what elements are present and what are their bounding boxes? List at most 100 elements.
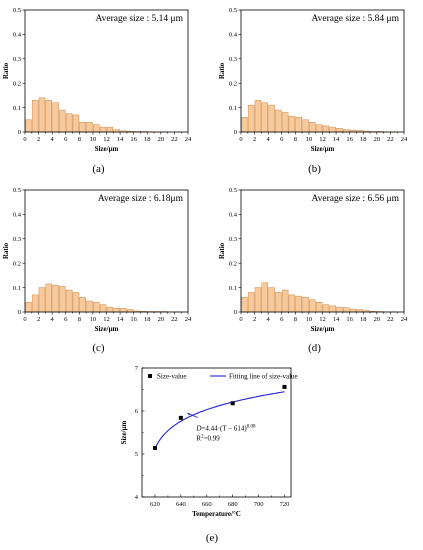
histogram-bar bbox=[329, 305, 336, 313]
y-tick-label: 6 bbox=[135, 408, 139, 415]
panel-label: (b) bbox=[308, 163, 321, 175]
average-size-annotation: Average size : 6.56 μm bbox=[312, 194, 400, 204]
y-tick-label: 4 bbox=[135, 494, 139, 501]
x-tick-label: 8 bbox=[294, 136, 297, 143]
y-tick-label: 7 bbox=[135, 365, 139, 372]
histogram-bar bbox=[241, 117, 248, 133]
histogram-bar bbox=[59, 109, 66, 133]
x-tick-label: 16 bbox=[130, 316, 137, 323]
histogram-bar bbox=[254, 100, 262, 133]
y-tick-label: 0.3 bbox=[13, 236, 21, 243]
x-axis-label: Size/μm bbox=[95, 325, 119, 333]
x-tick-label: 4 bbox=[267, 316, 271, 323]
y-tick-label: 0.5 bbox=[229, 187, 237, 194]
scatter-panel-e: 620 640 660 680 700 720 4 5 6 7 Size-value Fitting … bbox=[120, 365, 298, 544]
average-size-annotation: Average size : 6.18μm bbox=[98, 194, 184, 204]
y-axis-label: Ratio bbox=[218, 62, 226, 79]
x-tick-label: 660 bbox=[202, 501, 212, 508]
histogram-bar bbox=[281, 289, 289, 313]
histogram-bar bbox=[65, 113, 73, 133]
x-axis-label: Size/μm bbox=[95, 145, 119, 153]
histogram-bar bbox=[99, 126, 107, 133]
y-tick-label: 0.4 bbox=[229, 32, 238, 39]
x-tick-label: 14 bbox=[333, 136, 340, 143]
x-tick-label: 14 bbox=[333, 316, 340, 323]
data-point bbox=[178, 415, 183, 420]
x-tick-label: 24 bbox=[185, 316, 192, 323]
x-tick-label: 18 bbox=[144, 316, 151, 323]
histogram-bar bbox=[336, 306, 343, 313]
histogram-bar bbox=[261, 282, 269, 313]
x-tick-label: 8 bbox=[294, 316, 297, 323]
x-tick-label: 720 bbox=[280, 501, 290, 508]
y-tick-label: 0 bbox=[18, 129, 21, 136]
histogram-bar bbox=[31, 100, 39, 133]
x-tick-label: 12 bbox=[319, 136, 326, 143]
y-axis-label: Ratio bbox=[218, 242, 226, 259]
y-tick-label: 0.2 bbox=[13, 260, 21, 267]
histogram-bar bbox=[59, 286, 66, 313]
histogram-bar bbox=[329, 126, 336, 133]
x-tick-label: 12 bbox=[103, 316, 110, 323]
y-tick-label: 5 bbox=[135, 451, 138, 458]
x-axis-label: Temperature/°C bbox=[192, 510, 241, 518]
histogram-bar bbox=[268, 104, 275, 133]
histogram-bar bbox=[309, 299, 316, 313]
x-tick-label: 22 bbox=[387, 136, 394, 143]
histogram-bar bbox=[106, 126, 114, 133]
histogram-panel-d: 0 2 4 6 8 10 12 14 16 18 20 22 2400.10.20.30.40.5Siz… bbox=[218, 187, 408, 354]
y-tick-label: 0.5 bbox=[13, 7, 21, 14]
histogram-bar bbox=[99, 304, 107, 313]
histogram-bar bbox=[25, 301, 32, 313]
legend-label-size-value: Size-value bbox=[157, 373, 187, 381]
histogram-bar bbox=[295, 117, 302, 133]
x-tick-label: 0 bbox=[23, 136, 26, 143]
histogram-bar bbox=[52, 284, 59, 313]
histogram-bar bbox=[65, 289, 73, 313]
y-tick-label: 0.1 bbox=[229, 285, 237, 292]
histogram-bar bbox=[38, 97, 46, 133]
y-tick-label: 0.3 bbox=[229, 56, 237, 63]
histogram-bar bbox=[268, 287, 275, 313]
x-tick-label: 6 bbox=[64, 316, 68, 323]
x-tick-label: 680 bbox=[228, 501, 238, 508]
equation-arrowhead bbox=[187, 413, 191, 416]
x-tick-label: 2 bbox=[37, 316, 40, 323]
x-axis-label: Size/μm bbox=[311, 325, 335, 333]
histogram-bar bbox=[52, 102, 59, 133]
x-tick-label: 16 bbox=[130, 136, 137, 143]
x-tick-label: 20 bbox=[374, 136, 381, 143]
histogram-bar bbox=[247, 292, 255, 313]
panel-label: (c) bbox=[92, 342, 105, 354]
histogram-bar bbox=[120, 308, 127, 313]
histogram-bar bbox=[38, 287, 46, 313]
x-tick-label: 20 bbox=[158, 136, 165, 143]
x-tick-label: 6 bbox=[64, 136, 68, 143]
y-tick-label: 0.1 bbox=[13, 105, 21, 112]
histogram-panel-a: 0 2 4 6 8 10 12 14 16 18 20 22 2400.10.20.30.40.5Siz… bbox=[2, 7, 192, 175]
panel-label: (e) bbox=[206, 532, 219, 544]
histogram-bar bbox=[93, 301, 100, 313]
histogram-bar bbox=[275, 292, 282, 313]
y-tick-label: 0.4 bbox=[13, 32, 22, 39]
histogram-bar bbox=[315, 124, 323, 133]
x-tick-label: 4 bbox=[267, 136, 271, 143]
x-tick-label: 620 bbox=[150, 501, 160, 508]
x-tick-label: 20 bbox=[158, 316, 165, 323]
y-tick-label: 0.1 bbox=[229, 105, 237, 112]
x-tick-label: 6 bbox=[280, 136, 284, 143]
histogram-bar bbox=[302, 119, 309, 133]
y-tick-label: 0.1 bbox=[13, 285, 21, 292]
x-tick-label: 6 bbox=[280, 316, 284, 323]
y-axis-label: Ratio bbox=[2, 242, 10, 259]
histogram-bar bbox=[349, 308, 357, 313]
x-tick-label: 0 bbox=[239, 136, 242, 143]
y-tick-label: 0.2 bbox=[229, 80, 237, 87]
y-tick-label: 0.5 bbox=[13, 187, 21, 194]
x-tick-label: 640 bbox=[176, 501, 186, 508]
data-point bbox=[152, 445, 157, 450]
histogram-bar bbox=[93, 124, 100, 133]
y-axis-label: Size/μm bbox=[120, 420, 128, 444]
histogram-bar bbox=[72, 114, 80, 133]
